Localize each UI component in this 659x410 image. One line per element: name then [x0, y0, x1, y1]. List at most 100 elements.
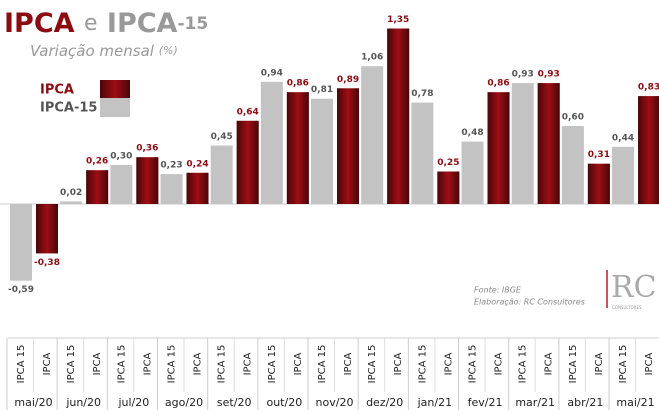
x-tick-label: set/20 — [217, 396, 252, 409]
bar-label: IPCA 15 — [367, 345, 378, 384]
bar-shade — [387, 28, 410, 204]
bar-label: IPCA 15 — [66, 345, 77, 384]
bar-label: IPCA 15 — [16, 345, 27, 384]
bar-shade — [86, 170, 109, 204]
bar-label: IPCA — [644, 352, 655, 375]
value-label: 0,31 — [588, 150, 610, 160]
value-label: 0,94 — [261, 68, 283, 78]
bar — [160, 174, 183, 204]
value-label: 0,24 — [186, 159, 208, 169]
x-tick-label: jul/20 — [117, 396, 149, 409]
logo: RC — [611, 270, 657, 305]
bar — [210, 145, 233, 204]
subtitle-part: (%) — [159, 44, 178, 57]
bar-label: IPCA 15 — [167, 345, 178, 384]
bar-label: IPCA — [393, 352, 404, 375]
value-label: 0,48 — [461, 128, 483, 138]
bar-label: IPCA — [92, 352, 103, 375]
bar-label: IPCA — [42, 352, 53, 375]
value-label: 0,93 — [512, 70, 534, 80]
x-tick-label: jun/20 — [65, 396, 101, 409]
credit: Elaboração: RC Consultores — [474, 298, 585, 307]
source: Fonte: IBGE — [474, 286, 522, 295]
bar-shade — [136, 157, 159, 204]
bar — [110, 165, 133, 204]
bar-shade — [638, 96, 659, 204]
bar-shade — [236, 120, 259, 204]
value-label: 0,45 — [211, 132, 233, 142]
x-tick-label: nov/20 — [316, 396, 354, 409]
x-tick-label: fev/21 — [468, 396, 503, 409]
value-label: 0,86 — [487, 79, 509, 89]
bar-label: IPCA 15 — [468, 345, 479, 384]
x-tick-label: ago/20 — [165, 396, 203, 409]
x-tick-label: mai/21 — [616, 396, 654, 409]
bar-label: IPCA 15 — [618, 345, 629, 384]
value-label: 1,35 — [387, 15, 409, 25]
bar-shade — [186, 172, 209, 204]
bar — [511, 83, 534, 204]
title-part: IPCA — [4, 8, 75, 39]
bar — [361, 66, 384, 204]
bar-shade — [286, 92, 309, 204]
value-label: 0,02 — [60, 188, 82, 198]
subtitle: Variação mensal (%) — [30, 42, 178, 60]
value-label: -0,59 — [8, 285, 34, 295]
title-part: IPCA — [107, 8, 178, 39]
value-label: -0,38 — [34, 258, 60, 268]
logo-sub: CONSULTORES — [612, 305, 642, 310]
x-tick-label: dez/20 — [366, 396, 403, 409]
bar-label: IPCA — [594, 352, 605, 375]
value-label: 0,64 — [237, 107, 259, 117]
bar-label: IPCA — [544, 352, 555, 375]
x-tick-label: mai/20 — [14, 396, 52, 409]
title-part: e — [84, 11, 98, 36]
bar — [311, 98, 334, 204]
value-label: 0,36 — [136, 144, 158, 154]
bar — [461, 141, 484, 204]
bar — [612, 146, 635, 204]
bar-shade — [36, 204, 58, 254]
legend-shade — [100, 80, 130, 99]
value-label: 0,93 — [538, 70, 560, 80]
x-tick-label: jan/21 — [417, 396, 452, 409]
value-label: 0,26 — [86, 157, 108, 167]
bar-label: IPCA — [293, 352, 304, 375]
bar-label: IPCA — [193, 352, 204, 375]
value-label: 0,78 — [411, 89, 433, 99]
value-label: 0,44 — [612, 133, 634, 143]
bar — [260, 81, 283, 204]
bar-label: IPCA 15 — [267, 345, 278, 384]
bar-label: IPCA 15 — [518, 345, 529, 384]
bar-label: IPCA 15 — [568, 345, 579, 384]
legend-label: IPCA — [40, 83, 74, 98]
value-label: 0,30 — [110, 152, 132, 162]
bar-label: IPCA — [343, 352, 354, 375]
subtitle-part: Variação mensal — [30, 42, 155, 60]
bar-label: IPCA 15 — [417, 345, 428, 384]
x-tick-label: out/20 — [266, 396, 302, 409]
bar-label: IPCA — [494, 352, 505, 375]
value-label: 0,81 — [311, 85, 333, 95]
bar-shade — [487, 92, 510, 204]
value-label: 0,23 — [160, 161, 182, 171]
value-label: 0,83 — [638, 83, 659, 93]
bar — [10, 204, 32, 281]
bar-label: IPCA — [142, 352, 153, 375]
value-label: 0,86 — [287, 79, 309, 89]
legend-swatch — [100, 98, 130, 117]
x-tick-label: mar/21 — [515, 396, 555, 409]
value-label: 0,25 — [437, 158, 459, 168]
bar-shade — [587, 163, 610, 204]
legend-label: IPCA-15 — [40, 101, 97, 116]
bar-label: IPCA 15 — [116, 345, 127, 384]
x-tick-label: abr/21 — [567, 396, 603, 409]
bar-shade — [337, 88, 360, 204]
bar-label: IPCA 15 — [217, 345, 228, 384]
value-label: 0,60 — [562, 113, 584, 123]
bar-label: IPCA — [443, 352, 454, 375]
chart-title: IPCA e IPCA-15 — [4, 8, 208, 39]
bar-shade — [437, 171, 460, 204]
title-part: -15 — [177, 14, 208, 34]
